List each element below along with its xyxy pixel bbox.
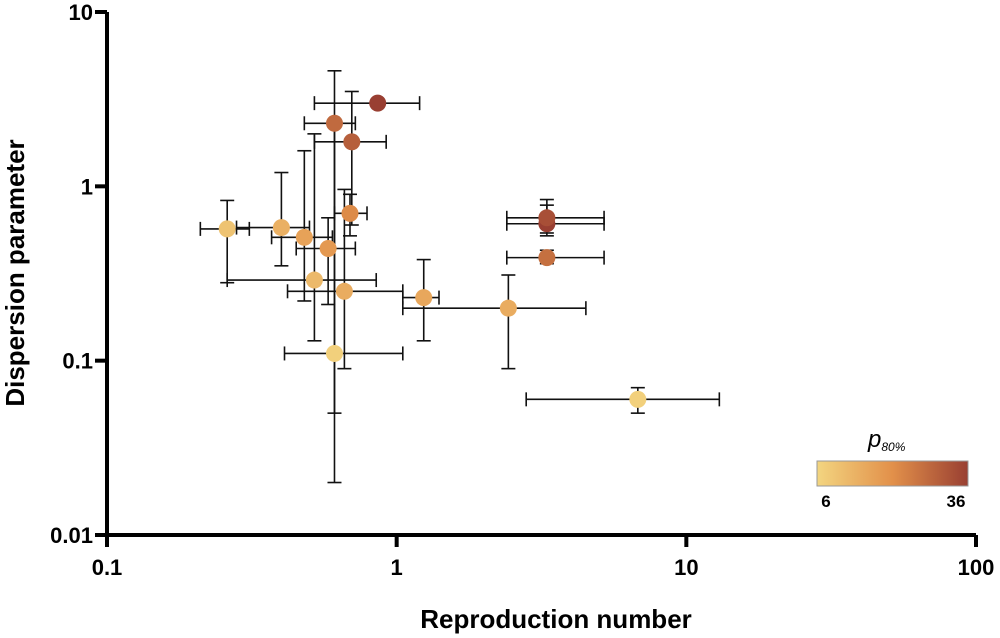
- y-tick-label: 1: [81, 174, 93, 199]
- colorbar: [816, 460, 969, 487]
- y-tick-label: 0.1: [62, 349, 93, 374]
- data-point: [538, 249, 556, 267]
- data-point: [335, 282, 353, 300]
- data-point: [343, 133, 361, 151]
- data-point: [218, 220, 236, 238]
- error-bar: [506, 204, 605, 237]
- data-point: [325, 344, 343, 362]
- data-point: [295, 228, 313, 246]
- data-point: [538, 209, 556, 227]
- colorbar-title-subscript: 80%: [881, 440, 905, 454]
- x-tick-label: 0.1: [92, 555, 123, 580]
- svg-text:p80%: p80%: [867, 426, 906, 454]
- error-bar: [226, 133, 378, 342]
- error-bar: [235, 171, 311, 267]
- data-point: [629, 390, 647, 408]
- colorbar-min-label: 6: [821, 492, 830, 511]
- error-bar: [525, 386, 721, 414]
- error-bar: [313, 96, 421, 111]
- error-bars: [199, 69, 721, 484]
- y-axis-title: Dispersion parameter: [0, 139, 30, 406]
- colorbar-max-label: 36: [947, 492, 966, 511]
- error-bar: [506, 198, 605, 234]
- axis-ticks: [95, 10, 978, 547]
- data-point: [499, 299, 517, 317]
- colorbar-legend: p80% 6 36: [816, 426, 969, 511]
- data-point: [305, 271, 323, 289]
- x-axis-title: Reproduction number: [420, 604, 692, 634]
- x-tick-label: 100: [958, 555, 995, 580]
- data-point: [272, 219, 290, 237]
- data-points: [218, 94, 647, 408]
- data-point: [341, 204, 359, 222]
- error-bar: [402, 274, 587, 370]
- data-point: [369, 94, 387, 112]
- data-point: [325, 114, 343, 132]
- data-point: [319, 239, 337, 257]
- data-point: [415, 289, 433, 307]
- y-tick-label: 0.01: [50, 523, 93, 548]
- axis-tick-labels: 0.1 1 10 100 0.01 0.1 1 10: [50, 0, 994, 580]
- error-bar: [506, 249, 605, 265]
- y-tick-label: 10: [69, 0, 93, 25]
- x-tick-label: 10: [674, 555, 698, 580]
- colorbar-title: p: [867, 426, 881, 453]
- x-tick-label: 1: [391, 555, 403, 580]
- error-bar: [199, 199, 251, 284]
